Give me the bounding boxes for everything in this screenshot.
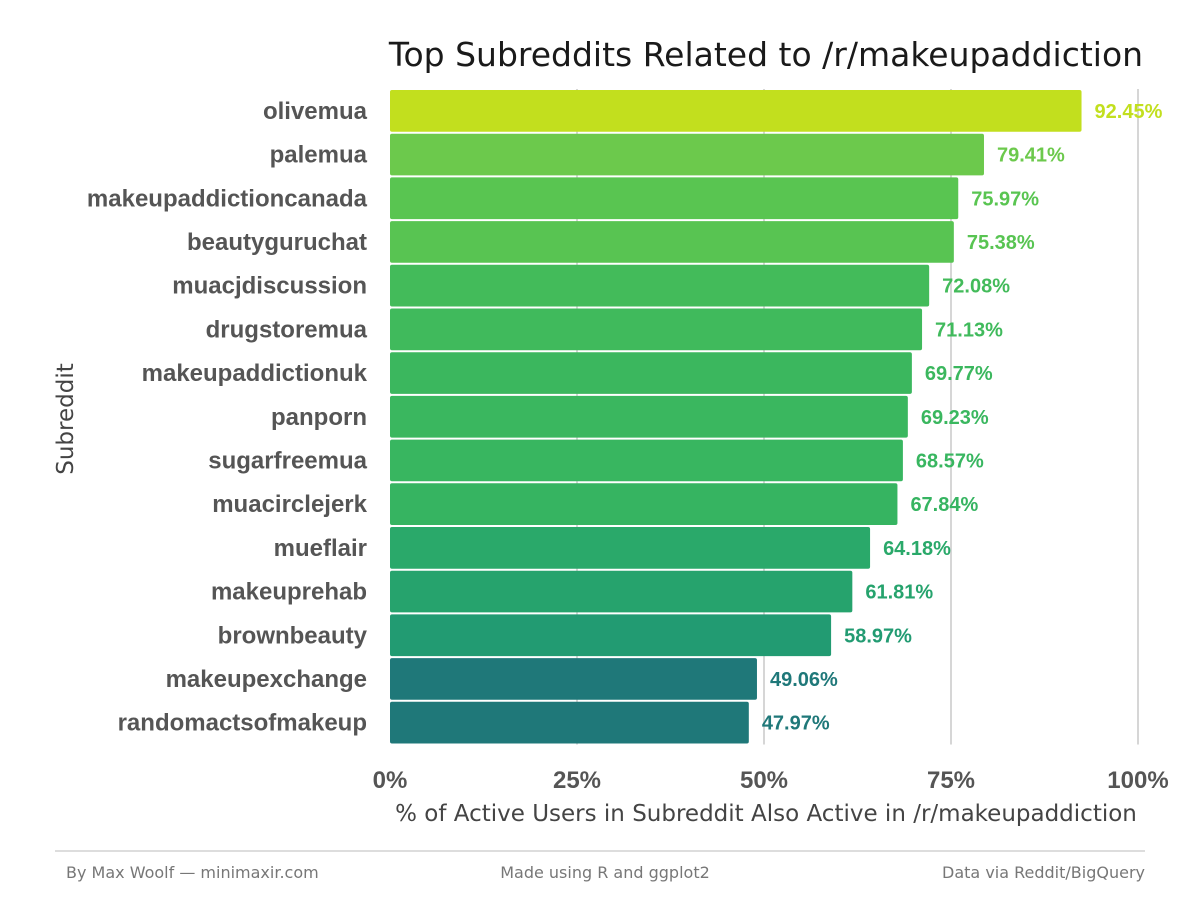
bar xyxy=(390,308,923,351)
value-label: 79.41% xyxy=(997,145,1065,167)
category-label: mueflair xyxy=(274,535,367,562)
category-label: muacjdiscussion xyxy=(172,273,367,300)
bar xyxy=(390,483,898,525)
value-label: 75.97% xyxy=(971,188,1039,210)
bars xyxy=(390,90,1082,744)
x-tick-label: 50% xyxy=(740,767,788,794)
x-tick-label: 75% xyxy=(927,767,975,794)
x-tick-label: 100% xyxy=(1107,767,1168,794)
x-tick-label: 0% xyxy=(373,767,408,794)
value-label: 92.45% xyxy=(1095,101,1163,123)
bar xyxy=(390,701,749,744)
category-label: drugstoremua xyxy=(206,316,368,343)
chart-title: Top Subreddits Related to /r/makeupaddic… xyxy=(388,35,1143,74)
category-label: makeupaddictionuk xyxy=(142,360,368,387)
bar xyxy=(390,221,954,263)
category-label: panporn xyxy=(271,404,367,431)
category-label: makeupexchange xyxy=(166,666,367,693)
category-label: makeupaddictioncanada xyxy=(87,185,368,212)
value-label: 75.38% xyxy=(967,232,1035,254)
value-label: 47.97% xyxy=(762,713,830,735)
value-labels: 92.45% 79.41% 75.97% 75.38% 72.08% 71.13% 69.7… xyxy=(762,101,1163,735)
category-label: makeuprehab xyxy=(211,579,367,606)
bar xyxy=(390,177,959,220)
value-label: 68.57% xyxy=(916,450,984,472)
bar xyxy=(390,614,832,657)
bar xyxy=(390,133,984,176)
bar xyxy=(390,570,853,613)
x-tick-label: 25% xyxy=(553,767,601,794)
footer-credit: By Max Woolf — minimaxir.com xyxy=(66,863,319,882)
value-label: 49.06% xyxy=(770,669,838,691)
category-label: randomactsofmakeup xyxy=(118,710,367,737)
footer-source: Data via Reddit/BigQuery xyxy=(942,863,1145,882)
bar xyxy=(390,395,908,438)
footer-tools: Made using R and ggplot2 xyxy=(500,863,710,882)
value-label: 72.08% xyxy=(942,276,1010,298)
value-label: 67.84% xyxy=(910,494,978,516)
bar xyxy=(390,658,757,700)
category-label: palemua xyxy=(270,142,368,169)
value-label: 69.23% xyxy=(921,407,989,429)
bar xyxy=(390,439,903,482)
value-label: 71.13% xyxy=(935,319,1003,341)
y-axis-title: Subreddit xyxy=(53,363,79,475)
category-label: sugarfreemua xyxy=(208,447,367,474)
category-label: brownbeauty xyxy=(218,622,368,649)
x-tick-labels: 0% 25% 50% 75% 100% xyxy=(373,767,1169,794)
value-label: 69.77% xyxy=(925,363,993,385)
category-label: muacirclejerk xyxy=(212,491,367,518)
category-label: beautyguruchat xyxy=(187,229,367,256)
x-axis-title: % of Active Users in Subreddit Also Acti… xyxy=(395,801,1137,827)
value-label: 58.97% xyxy=(844,625,912,647)
bar xyxy=(390,527,871,569)
bar xyxy=(390,264,930,307)
value-label: 64.18% xyxy=(883,538,951,560)
bar xyxy=(390,90,1082,132)
category-labels: olivemua palemua makeupaddictioncanada beau… xyxy=(87,98,368,737)
bar xyxy=(390,352,912,394)
value-label: 61.81% xyxy=(865,582,933,604)
category-label: olivemua xyxy=(263,98,368,125)
